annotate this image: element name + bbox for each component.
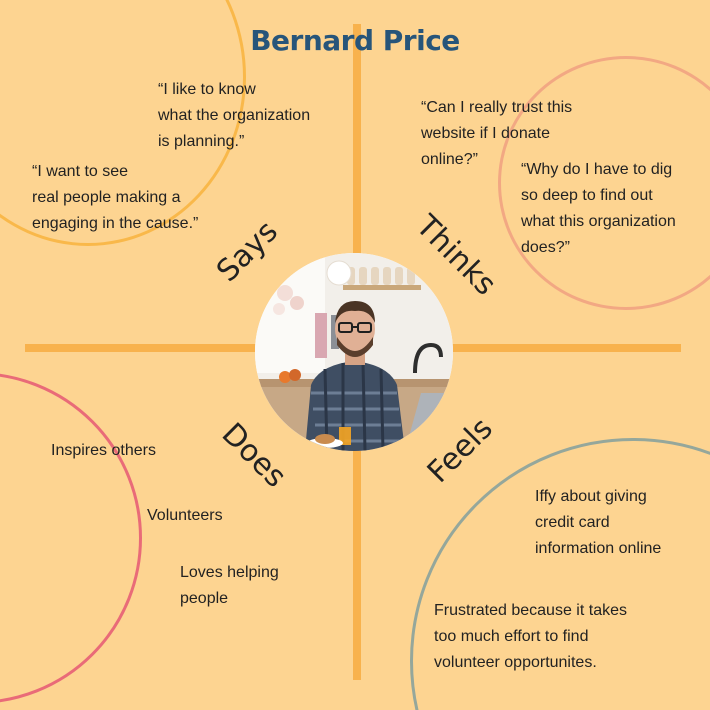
feels-note-frustrated: Frustrated because it takes too much eff… xyxy=(434,602,627,671)
persona-name: Bernard Price xyxy=(250,24,460,57)
thinks-note-trust: “Can I really trust this website if I do… xyxy=(421,99,573,168)
thinks-note-dig: “Why do I have to dig so deep to find ou… xyxy=(521,161,676,256)
persona-photo xyxy=(255,253,453,451)
does-note-volunteers: Volunteers xyxy=(147,507,223,524)
says-note-planning: “I like to know what the organization is… xyxy=(158,81,311,150)
says-note-real-people: “I want to see real people making a enga… xyxy=(32,163,199,232)
does-note-inspires: Inspires others xyxy=(51,442,156,459)
quadrant-label-feels: Feels xyxy=(420,411,500,490)
does-note-loves-helping: Loves helping people xyxy=(180,564,279,607)
quadrant-label-does: Does xyxy=(214,416,293,495)
ring-bottom-left xyxy=(0,372,142,704)
feels-note-iffy: Iffy about giving credit card informatio… xyxy=(535,488,662,557)
quadrant-label-says: Says xyxy=(209,214,285,289)
